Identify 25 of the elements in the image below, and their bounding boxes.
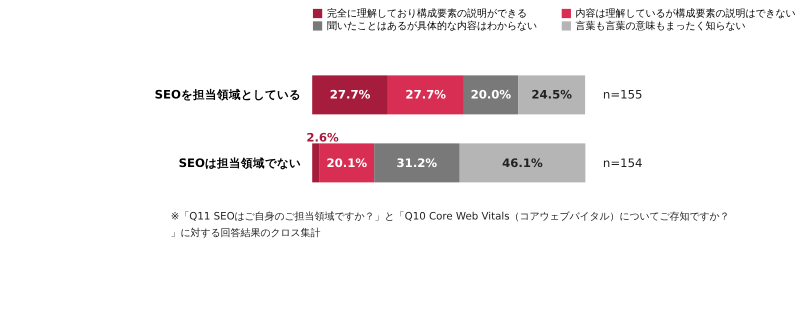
bar <box>319 143 374 182</box>
bar <box>312 75 388 114</box>
data-label: 31.2% <box>396 156 438 170</box>
y-tick-label: SEOを担当領域としている <box>154 88 301 102</box>
bar <box>518 75 586 114</box>
legend-label: 言葉も言葉の意味もまったく知らない <box>576 20 746 32</box>
data-label: 27.7% <box>330 88 371 102</box>
data-label: 20.1% <box>326 156 368 170</box>
legend-label: 内容は理解しているが構成要素の説明はできない <box>576 7 796 20</box>
text: n=155 <box>602 88 642 102</box>
text: n=154 <box>602 156 642 170</box>
bar <box>459 143 586 182</box>
text: ※「Q11 SEOはご自身のご担当領域ですか？」と「Q10 Core Web Vitals（コアウェブバイタル）についてご存知ですか？」に対する回答結果のクロス集計 <box>170 210 730 240</box>
bar <box>464 75 518 114</box>
data-label: 27.7% <box>405 88 446 102</box>
bar <box>374 143 460 182</box>
bar <box>388 75 464 114</box>
bar <box>312 143 320 182</box>
data-label: 2.6% <box>306 130 340 144</box>
data-label: 46.1% <box>502 156 543 170</box>
data-label: 24.5% <box>531 88 572 102</box>
legend-label: 完全に理解しており構成要素の説明ができる <box>326 7 527 20</box>
data-label: 20.0% <box>470 88 512 102</box>
legend-label: 聞いたことはあるが具体的な内容はわからない <box>326 20 537 32</box>
y-tick-label: SEOは担当領域でない <box>178 156 301 170</box>
